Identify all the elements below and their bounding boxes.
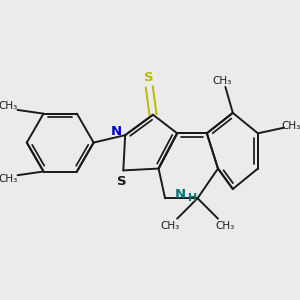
Text: N: N bbox=[174, 188, 185, 201]
Text: H: H bbox=[188, 193, 197, 203]
Text: S: S bbox=[117, 175, 126, 188]
Text: CH₃: CH₃ bbox=[212, 76, 231, 86]
Text: CH₃: CH₃ bbox=[0, 101, 18, 111]
Text: N: N bbox=[110, 125, 122, 138]
Text: CH₃: CH₃ bbox=[282, 121, 300, 131]
Text: CH₃: CH₃ bbox=[216, 221, 235, 231]
Text: CH₃: CH₃ bbox=[0, 174, 18, 184]
Text: CH₃: CH₃ bbox=[160, 221, 179, 231]
Text: S: S bbox=[145, 71, 154, 84]
